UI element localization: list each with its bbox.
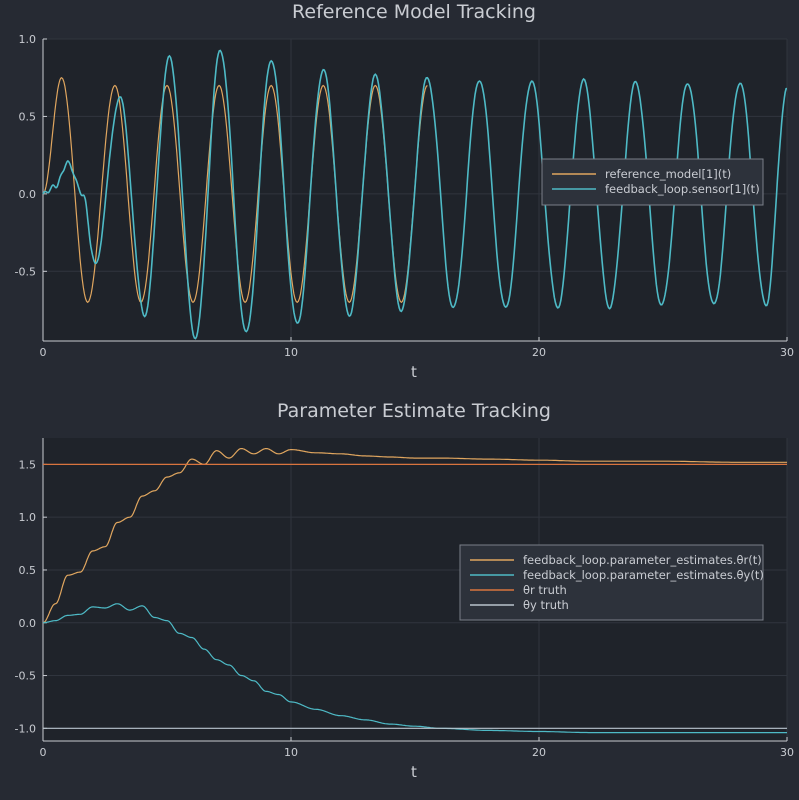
legend-entry: feedback_loop.parameter_estimates.θy(t) (523, 568, 764, 582)
legend-box (541, 158, 764, 206)
legend-entry: feedback_loop.sensor[1](t) (605, 182, 760, 196)
y-tick-label: 0.5 (19, 110, 37, 123)
y-tick-label: 0.0 (19, 188, 37, 201)
x-tick-label: 0 (40, 746, 47, 759)
x-tick-label: 10 (284, 346, 298, 359)
chart-title: Reference Model Tracking (292, 1, 536, 23)
x-tick-label: 0 (40, 346, 47, 359)
axes: 0 10 20 30 -0.5 0.0 0.5 1.0 (15, 33, 794, 359)
legend-entry: reference_model[1](t) (605, 167, 731, 181)
x-tick-label: 30 (780, 746, 794, 759)
x-tick-label: 20 (532, 346, 546, 359)
legend: feedback_loop.parameter_estimates.θr(t)f… (459, 544, 764, 621)
series-line (42, 448, 787, 624)
series-line (42, 603, 787, 734)
x-tick-label: 20 (532, 746, 546, 759)
reference-model-chart: Reference Model Tracking 0 10 20 30-0.50.00… (15, 1, 794, 381)
y-tick-label: 0.0 (19, 617, 37, 630)
series-group (42, 448, 787, 734)
legend-entry: feedback_loop.parameter_estimates.θr(t) (523, 553, 762, 567)
y-tick-label: -0.5 (15, 265, 36, 278)
y-tick-label: -0.5 (15, 670, 36, 683)
y-tick-label: -1.0 (15, 722, 36, 735)
parameter-estimate-chart: Parameter Estimate Tracking 0 10 20 30 -1.0 -… (15, 400, 794, 781)
axes: 0 10 20 30 -1.0 -0.5 0.0 0.5 1.0 1.5 (15, 438, 794, 759)
y-tick-label: 1.5 (19, 458, 37, 471)
legend-box (459, 544, 764, 621)
x-axis-label: t (411, 763, 417, 781)
legend-entry: θr truth (523, 583, 567, 597)
legend: reference_model[1](t)feedback_loop.senso… (541, 158, 764, 206)
x-tick-label: 30 (780, 346, 794, 359)
legend-entry: θy truth (523, 598, 569, 612)
y-tick-label: 1.0 (19, 511, 37, 524)
x-axis-label: t (411, 363, 417, 381)
chart-title: Parameter Estimate Tracking (277, 400, 551, 422)
x-tick-label: 10 (284, 746, 298, 759)
series-group (42, 49, 788, 340)
y-tick-label: 1.0 (19, 33, 37, 46)
series-line (42, 49, 788, 340)
y-tick-label: 0.5 (19, 564, 37, 577)
